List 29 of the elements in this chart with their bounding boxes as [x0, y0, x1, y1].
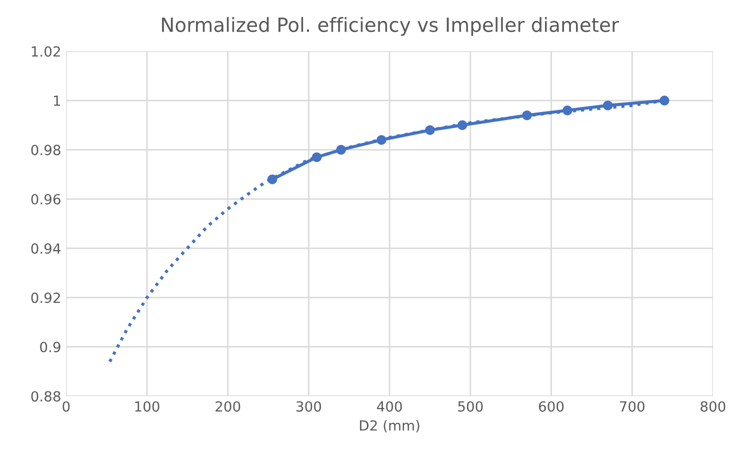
y-tick-label: 0.9 [40, 342, 60, 352]
y-tick-label: 1.02 [32, 46, 60, 57]
y-tick-label: 1 [54, 96, 60, 106]
y-tick-label: 0.88 [31, 391, 60, 402]
x-tick-label: 800 [700, 401, 726, 412]
point [376, 135, 386, 145]
x-tick-label: 0 [62, 401, 70, 412]
chart-title: Normalized Pol. efficiency vs Impeller diameter [162, 17, 619, 36]
point [602, 100, 613, 110]
y-tick-label: 0.98 [31, 144, 60, 156]
x-tick-label: 200 [216, 401, 240, 412]
point [522, 110, 532, 120]
y-tick-label: 0.92 [31, 292, 60, 304]
point [425, 125, 435, 135]
x-tick-label: 100 [135, 401, 160, 412]
x-tick-label: 300 [296, 401, 322, 412]
y-tick-label: 0.96 [31, 194, 60, 205]
x-tick-label: 700 [620, 401, 644, 412]
x-tick-label: 600 [538, 401, 564, 412]
point [457, 120, 468, 130]
point [336, 144, 346, 155]
y-tick-label: 0.94 [31, 243, 61, 254]
x-tick-label: 400 [376, 401, 402, 412]
point [267, 174, 278, 184]
point [660, 96, 670, 106]
x-axis-title: D2 (mm) [360, 420, 420, 432]
x-tick-label: 500 [458, 401, 483, 412]
point [562, 106, 572, 116]
point [312, 152, 322, 162]
